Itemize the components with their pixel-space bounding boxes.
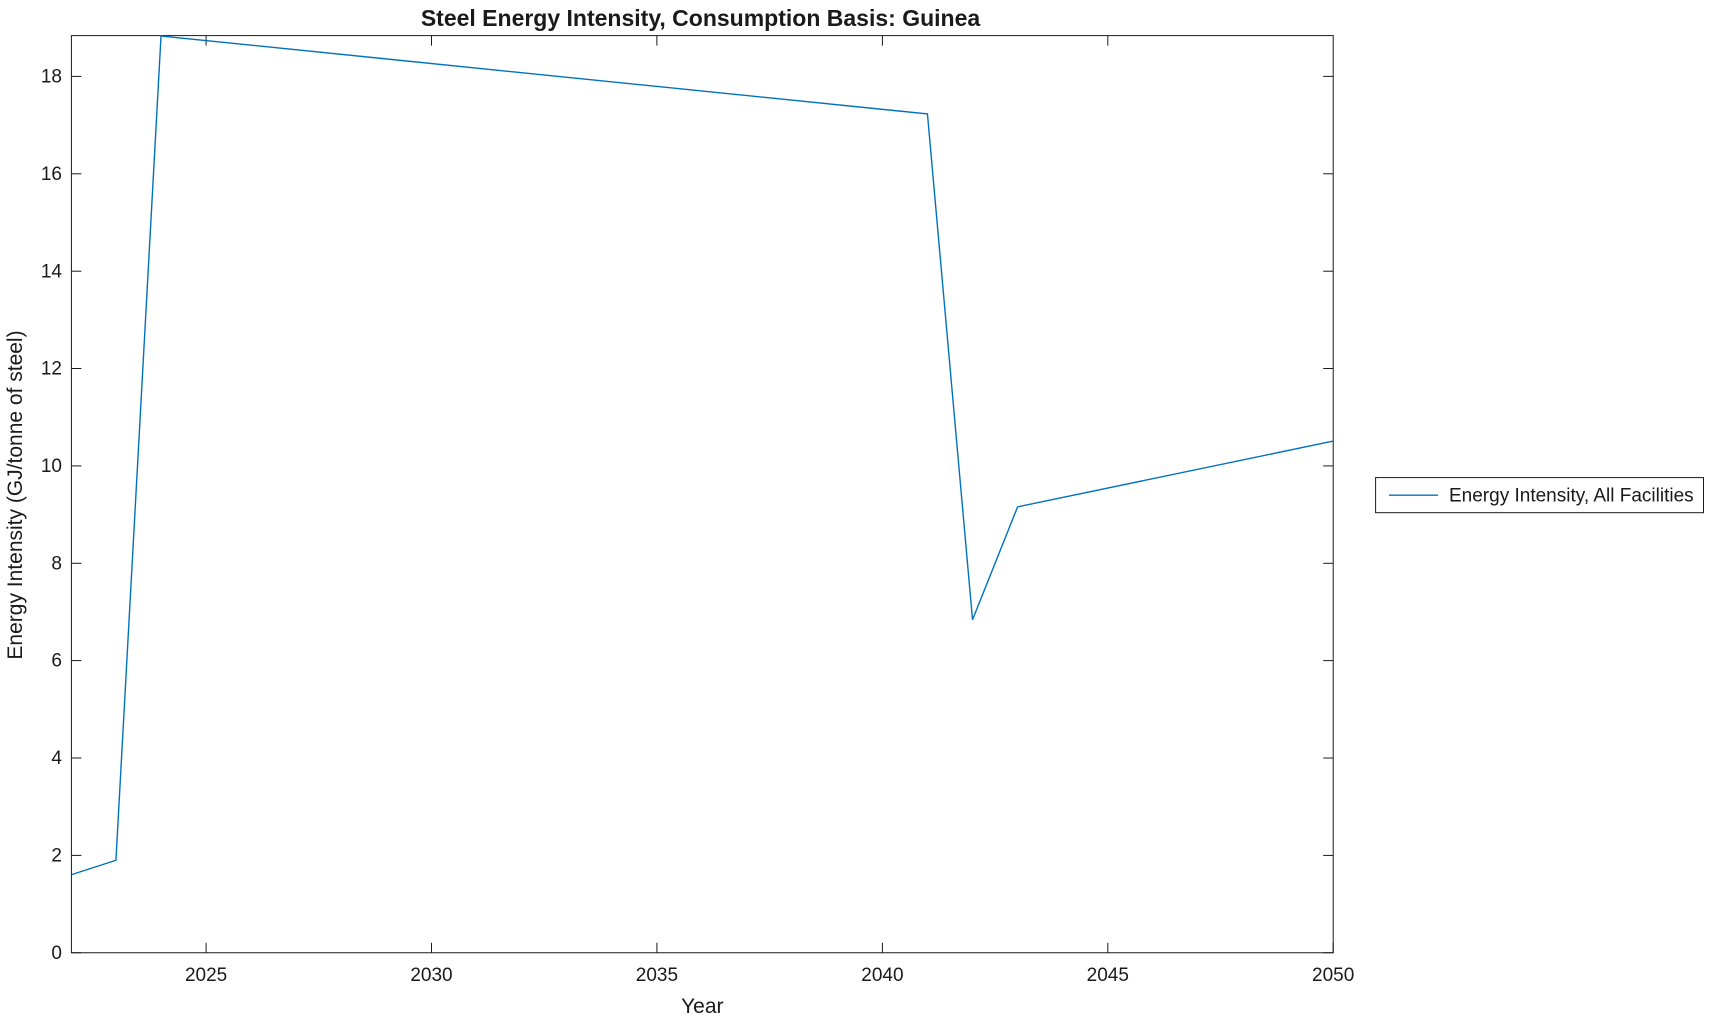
- svg-text:14: 14: [41, 261, 63, 282]
- svg-text:2030: 2030: [410, 965, 452, 986]
- svg-text:18: 18: [41, 67, 62, 88]
- svg-text:2045: 2045: [1087, 965, 1129, 986]
- svg-text:Energy Intensity (GJ/tonne of: Energy Intensity (GJ/tonne of steel): [4, 330, 27, 659]
- svg-text:2: 2: [51, 846, 62, 867]
- svg-text:2035: 2035: [636, 965, 678, 986]
- svg-text:8: 8: [51, 553, 62, 574]
- svg-text:4: 4: [51, 748, 62, 769]
- svg-text:2025: 2025: [185, 965, 227, 986]
- svg-text:12: 12: [41, 359, 62, 380]
- svg-text:Energy Intensity, All Faciliti: Energy Intensity, All Facilities: [1449, 486, 1694, 507]
- svg-text:0: 0: [51, 943, 62, 964]
- svg-text:2050: 2050: [1312, 965, 1354, 986]
- svg-text:10: 10: [41, 456, 62, 477]
- svg-text:2040: 2040: [861, 965, 903, 986]
- svg-text:16: 16: [41, 164, 62, 185]
- svg-text:Year: Year: [681, 995, 723, 1018]
- svg-text:Steel Energy Intensity, Consum: Steel Energy Intensity, Consumption Basi…: [421, 5, 981, 31]
- svg-text:6: 6: [51, 651, 62, 672]
